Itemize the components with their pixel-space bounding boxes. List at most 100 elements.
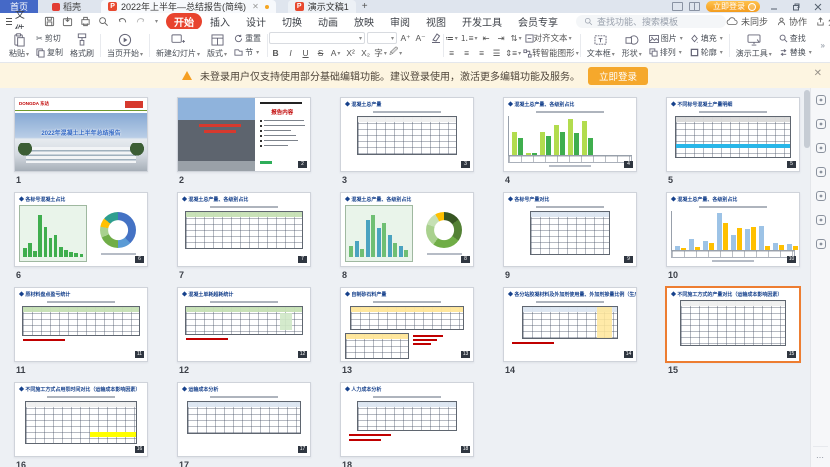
font-name-select[interactable]: ▾ — [269, 32, 366, 44]
preview-icon[interactable] — [98, 16, 109, 27]
tab-member[interactable]: 会员专享 — [518, 17, 559, 29]
justify-button[interactable]: ☰ — [492, 47, 501, 58]
sync-status[interactable]: 未同步 — [726, 15, 768, 28]
shapes-button[interactable]: 形状▾ — [620, 31, 644, 60]
find-button[interactable]: 查找 — [777, 32, 814, 45]
line-spacing-button[interactable]: ⇕≡ ▾ — [505, 47, 522, 58]
present-tools-button[interactable]: 演示工具▾ — [734, 31, 774, 60]
subscript-button[interactable]: X₂ — [361, 48, 371, 58]
decrease-indent-button[interactable]: ⇤ — [482, 32, 490, 43]
superscript-button[interactable]: X² — [346, 48, 355, 58]
adjust-panel-icon[interactable] — [815, 118, 827, 130]
slide-thumbnail[interactable]: ◆ 混凝土单耗超耗统计 12 — [177, 287, 311, 362]
workspace-icon[interactable] — [672, 2, 683, 11]
tab-devtools[interactable]: 开发工具 — [462, 17, 503, 29]
slide-thumbnail[interactable]: ◆ 混凝土总产量、各级别占比 8 — [340, 192, 474, 267]
slide-thumbnail[interactable]: ◆ 原材料盘点盈亏统计 11 — [14, 287, 148, 362]
save-icon[interactable] — [44, 16, 55, 27]
to-smartart-button[interactable]: 转智能图形 ▾ — [523, 47, 579, 59]
window-restore-button[interactable] — [788, 1, 804, 13]
login-pill-button[interactable]: 立即登录 — [706, 1, 760, 12]
align-right-button[interactable]: ≡ — [479, 48, 485, 58]
help-icon[interactable] — [815, 214, 827, 226]
tab-home[interactable]: 开始 — [166, 12, 203, 30]
text-effect-button[interactable]: 字 ▾ — [374, 48, 387, 58]
window-minimize-button[interactable] — [766, 1, 782, 13]
slide-thumbnail[interactable]: ◆ 人力成本分析 18 — [340, 382, 474, 457]
text-direction-button[interactable]: ⇅ ▾ — [510, 32, 522, 43]
slide-thumbnail[interactable]: DONGDA 东达 2022年混凝土上半年总结报告 — [14, 97, 148, 172]
paste-button[interactable]: 粘贴▾ — [7, 31, 31, 60]
home-tab[interactable]: 首页 — [0, 0, 39, 13]
image-tools-icon[interactable] — [815, 190, 827, 202]
window-close-button[interactable] — [810, 1, 826, 13]
tab-close-icon[interactable]: ✕ — [252, 2, 259, 11]
document-tab-active[interactable]: P 2022年上半年—总结报告(简纯) ✕ — [101, 0, 276, 13]
slide-thumbnail[interactable]: ◆ 混凝土总产量 3 — [340, 97, 474, 172]
bold-button[interactable]: B — [272, 48, 279, 58]
slide-thumbnail[interactable]: ◆ 各标号混凝土占比 6 — [14, 192, 148, 267]
layout-button[interactable]: 版式▾ — [205, 31, 229, 60]
slide-thumbnail[interactable]: 报告内容 2 — [177, 97, 311, 172]
share-button[interactable]: 分享 — [816, 15, 830, 28]
scrollbar-thumb[interactable] — [804, 90, 810, 148]
strikethrough-button[interactable]: S — [317, 48, 324, 58]
tab-view[interactable]: 视图 — [426, 17, 447, 29]
clear-format-button[interactable] — [429, 32, 442, 44]
align-text-button[interactable]: 对齐文本 ▾ — [524, 32, 572, 44]
slide-thumbnail[interactable]: ◆ 混凝土总产量、各级别占比 7 — [177, 192, 311, 267]
arrange-button[interactable]: 排列 ▾ — [647, 46, 685, 59]
more-icon[interactable]: ⋯ — [816, 453, 825, 462]
new-tab-button[interactable]: + — [361, 1, 368, 12]
slide-thumbnail[interactable]: ◆ 不同施工方式的产量对比（运输成本影响因素） 15 — [665, 286, 801, 363]
tab-animation[interactable]: 动画 — [318, 17, 339, 29]
slide-thumbnail[interactable]: ◆ 混凝土总产量、各级别占比 10 — [666, 192, 800, 267]
tab-transition[interactable]: 切换 — [282, 17, 303, 29]
align-left-button[interactable]: ≡ — [449, 48, 455, 58]
highlight-button[interactable]: 🖉 ▾ — [389, 46, 403, 57]
slide-thumbnail[interactable]: ◆ 各分站胶凝材料及外加剂使用量、外加剂掺量比例（生产成本分析） 14 — [503, 287, 637, 362]
picture-button[interactable]: 图片 ▾ — [647, 32, 685, 45]
tab-slideshow[interactable]: 放映 — [354, 17, 375, 29]
textbox-button[interactable]: 文本框▾ — [585, 31, 617, 60]
increase-indent-button[interactable]: ⇥ — [497, 32, 505, 43]
bullets-button[interactable]: ≔ ▾ — [445, 32, 458, 43]
layers-panel-icon[interactable] — [815, 166, 827, 178]
slide-thumbnail[interactable]: ◆ 运输成本分析 17 — [177, 382, 311, 457]
italic-button[interactable]: I — [289, 48, 292, 58]
beautify-icon[interactable] — [815, 142, 827, 154]
replace-button[interactable]: 替换 ▾ — [777, 46, 814, 59]
login-now-button[interactable]: 立即登录 — [587, 66, 648, 85]
increase-font-button[interactable]: A⁺ — [400, 32, 411, 43]
search-input[interactable]: 查找功能、搜索模板 — [576, 14, 727, 28]
tab-insert[interactable]: 插入 — [210, 17, 231, 29]
new-slide-button[interactable]: 新建幻灯片▾ — [154, 31, 202, 60]
tab-design[interactable]: 设计 — [246, 17, 267, 29]
underline-button[interactable]: U — [302, 48, 309, 58]
align-center-button[interactable]: ≡ — [464, 48, 470, 58]
slide-thumbnail[interactable]: ◆ 不同标号混凝土产量明细 5 — [666, 97, 800, 172]
fill-button[interactable]: 填充 ▾ — [688, 32, 725, 45]
tab-review[interactable]: 审阅 — [390, 17, 411, 29]
ribbon-overflow-icon[interactable]: » — [820, 41, 825, 50]
reset-button[interactable]: 重置 — [232, 32, 263, 45]
quickbar-caret-icon[interactable]: ▾ — [155, 18, 159, 25]
redo-icon[interactable] — [135, 16, 147, 27]
resources-icon[interactable] — [815, 238, 827, 250]
collab-button[interactable]: 协作 — [777, 15, 807, 28]
format-painter-button[interactable]: 格式刷 — [68, 31, 96, 60]
document-tab-2[interactable]: P 演示文稿1 — [287, 0, 356, 13]
copy-button[interactable]: 复制 — [34, 46, 65, 59]
undo-icon[interactable] — [116, 16, 128, 27]
vertical-scrollbar[interactable] — [804, 90, 810, 463]
section-button[interactable]: 节 ▾ — [232, 46, 263, 59]
slide-thumbnail[interactable]: ◆ 混凝土总产量、各级别占比 4 — [503, 97, 637, 172]
theme-panel-icon[interactable] — [815, 94, 827, 106]
play-from-current-button[interactable]: 当页开始▾ — [105, 31, 145, 60]
slide-thumbnail[interactable]: ◆ 各标号产量对比 9 — [503, 192, 637, 267]
decrease-font-button[interactable]: A⁻ — [415, 32, 426, 43]
slide-thumbnail[interactable]: ◆ 不同施工方式占用泵时间对比（运输成本影响因素） 16 — [14, 382, 148, 457]
docer-tab[interactable]: 稻壳 — [44, 0, 89, 13]
numbering-button[interactable]: ⒈≡ ▾ — [460, 33, 478, 43]
outline-button[interactable]: 轮廓 ▾ — [688, 46, 725, 59]
